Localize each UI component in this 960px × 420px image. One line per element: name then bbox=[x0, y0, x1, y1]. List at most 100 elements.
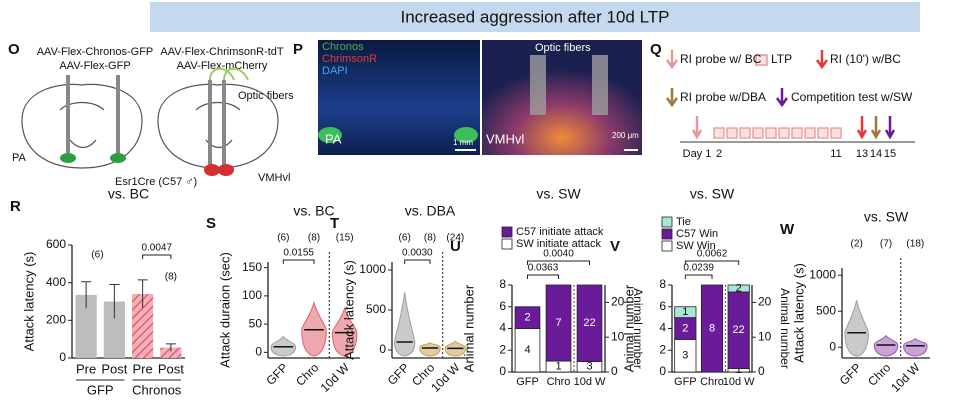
panel-letter: V bbox=[610, 238, 620, 255]
p-value: 0.0155 bbox=[283, 248, 314, 259]
value-label: 3 bbox=[586, 361, 592, 373]
y-axis-label: Animal number bbox=[621, 284, 636, 372]
p-value: 0.0040 bbox=[543, 249, 574, 260]
y2-axis-label: Animal number bbox=[778, 288, 792, 369]
n-label: (18) bbox=[906, 239, 924, 250]
n-label: (2) bbox=[851, 239, 863, 250]
schematic-label: PA bbox=[12, 152, 27, 164]
y-tick-label: 150 bbox=[242, 260, 262, 274]
panel-letter: R bbox=[10, 198, 21, 215]
bar bbox=[75, 294, 97, 358]
x-tick-label: 10d W bbox=[888, 360, 923, 395]
channel-label: DAPI bbox=[322, 65, 348, 77]
y-tick-label: 8 bbox=[659, 277, 666, 291]
panel-letter: T bbox=[330, 215, 339, 232]
legend-text: Competition test w/SW bbox=[791, 90, 913, 104]
x-tick-label: 10d W bbox=[318, 360, 353, 395]
image-label: Optic fibers bbox=[535, 42, 591, 54]
legend-label: Tie bbox=[676, 216, 691, 228]
n-label: (15) bbox=[336, 233, 354, 244]
p-value: 0.0239 bbox=[683, 263, 714, 274]
day-label: 2 bbox=[716, 148, 722, 160]
injection-site bbox=[60, 153, 76, 163]
y-tick-label: 6 bbox=[659, 299, 666, 313]
schematic-label: VMHvl bbox=[258, 172, 290, 184]
p-bracket bbox=[142, 254, 172, 259]
chart-title: vs. SW bbox=[536, 186, 581, 202]
bar-segment bbox=[514, 328, 541, 373]
chart-title: vs. SW bbox=[864, 209, 909, 225]
value-label: 1 bbox=[736, 364, 742, 376]
violin bbox=[844, 300, 869, 357]
legend-label: C57 initiate attack bbox=[516, 226, 604, 238]
schematic-label: Esr1Cre (C57 ♂) bbox=[115, 176, 197, 188]
legend-swatch bbox=[661, 216, 673, 228]
image-label: PA bbox=[325, 131, 342, 146]
bar-segment bbox=[545, 284, 572, 362]
x-tick-label: 10d W bbox=[428, 360, 463, 395]
chart-title: vs. BC bbox=[293, 203, 334, 219]
day-label: 13 bbox=[856, 148, 868, 160]
figure-title: Increased aggression after 10d LTP bbox=[400, 7, 669, 26]
micrograph bbox=[318, 40, 480, 155]
bar bbox=[103, 301, 125, 358]
legend-text: RI (10') w/BC bbox=[830, 52, 901, 66]
p-bracket bbox=[282, 259, 315, 264]
day-label: 15 bbox=[884, 148, 896, 160]
image-label: VMHvl bbox=[486, 131, 524, 146]
n-label: (7) bbox=[880, 239, 892, 250]
n-label: (6) bbox=[91, 250, 103, 261]
y-tick-label: 200 bbox=[46, 313, 66, 327]
y-tick-label: 0 bbox=[255, 345, 262, 359]
y-tick-label: 500 bbox=[816, 303, 836, 317]
p-bracket bbox=[404, 259, 431, 264]
legend-label: SW Win bbox=[676, 240, 716, 252]
x-tick-label: Post bbox=[158, 361, 184, 376]
scale-bar-label: 200 μm bbox=[612, 131, 639, 140]
x-tick-label: Chro bbox=[547, 376, 571, 388]
x-tick-label: Chro bbox=[700, 376, 724, 388]
group-label: GFP bbox=[87, 382, 114, 397]
p-bracket bbox=[684, 260, 740, 265]
x-tick-label: GFP bbox=[385, 360, 412, 387]
chart-title: vs. DBA bbox=[405, 203, 456, 219]
injection-site bbox=[218, 164, 234, 176]
y-tick-label: 6 bbox=[499, 299, 506, 313]
y-tick-label: 400 bbox=[46, 275, 66, 289]
panel-letter: U bbox=[450, 238, 461, 255]
fiber-track bbox=[592, 55, 608, 115]
error-bar bbox=[165, 343, 176, 352]
p-value: 0.0363 bbox=[528, 263, 559, 274]
y2-tick-label: 20 bbox=[611, 295, 625, 309]
x-tick-label: GFP bbox=[263, 360, 290, 387]
day-label: Day 1 bbox=[683, 148, 712, 160]
value-label: 1 bbox=[555, 360, 561, 372]
x-tick-label: Pre bbox=[76, 361, 96, 376]
p-bracket bbox=[527, 274, 559, 279]
fiber-track bbox=[530, 55, 546, 115]
y-axis-label: Attack latency (s) bbox=[21, 252, 36, 352]
value-label: 2 bbox=[682, 322, 688, 334]
panel-letter: S bbox=[206, 215, 216, 232]
panel-letter: P bbox=[293, 41, 303, 58]
bar bbox=[132, 293, 154, 358]
n-label: (6) bbox=[399, 233, 411, 244]
error-bar bbox=[137, 279, 148, 309]
virus-label: AAV-Flex-GFP bbox=[59, 60, 130, 72]
y2-tick-label: 20 bbox=[758, 295, 772, 309]
violin bbox=[873, 334, 899, 357]
y-tick-label: 1000 bbox=[359, 262, 386, 276]
fiber bbox=[66, 67, 249, 165]
value-label: 2 bbox=[736, 282, 742, 294]
channel-label: Chronos bbox=[322, 41, 364, 53]
y-tick-label: 0 bbox=[59, 350, 66, 364]
y-tick-label: 0 bbox=[379, 342, 386, 356]
value-label: 4 bbox=[524, 344, 530, 356]
violin bbox=[394, 292, 416, 357]
legend-swatch bbox=[661, 228, 673, 240]
day-label: 14 bbox=[870, 148, 882, 160]
n-label: (8) bbox=[165, 272, 177, 283]
bar-segment bbox=[576, 284, 603, 362]
bar bbox=[160, 347, 182, 358]
panel-letter: O bbox=[8, 41, 20, 58]
